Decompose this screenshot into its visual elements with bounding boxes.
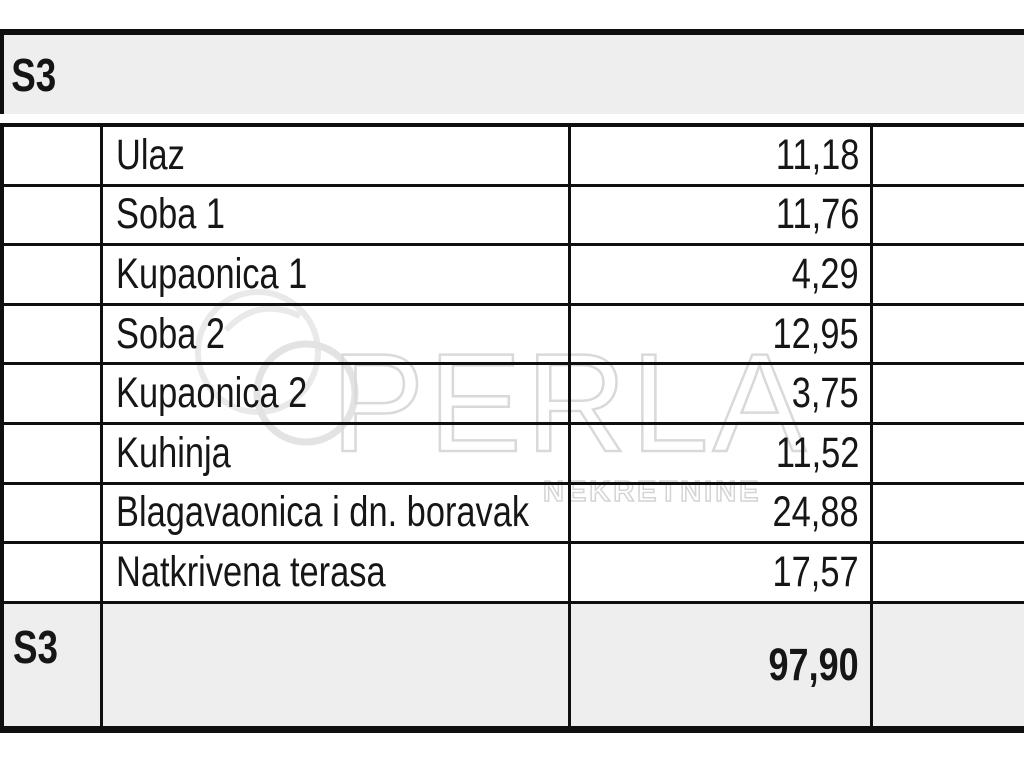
cell-area-value: 17,57 — [571, 544, 873, 601]
unit-label: S3 — [11, 48, 57, 101]
cell-room-label: Soba 1 — [103, 186, 571, 244]
cell-area-value: 11,52 — [571, 424, 873, 482]
table-row: Ulaz 11,18 — [4, 127, 1024, 187]
cell-empty-right — [873, 485, 1024, 542]
room-label: Natkrivena terasa — [116, 547, 386, 596]
unit-header-band: S3 — [0, 29, 1024, 114]
cell-empty — [4, 484, 103, 542]
cell-room-label: Blagavaonica i dn. boravak — [103, 484, 571, 542]
cell-area-value: 4,29 — [571, 246, 873, 303]
cell-empty — [4, 305, 103, 363]
cell-area-value: 24,88 — [571, 484, 873, 542]
table-row: Blagavaonica i dn. boravak 24,88 — [4, 484, 1024, 545]
cell-room-label: Ulaz — [103, 127, 571, 184]
cell-area-value: 12,95 — [571, 305, 873, 363]
cell-empty — [4, 127, 103, 184]
cell-empty-right — [873, 246, 1024, 303]
cell-total-label: S3 — [4, 603, 103, 726]
cell-area-value: 11,76 — [571, 186, 873, 244]
room-label: Kuhinja — [116, 428, 231, 477]
room-label: Kupaonica 2 — [116, 369, 308, 418]
cell-empty-right — [873, 425, 1024, 482]
cell-empty-right — [873, 306, 1024, 363]
area-value: 24,88 — [772, 488, 859, 537]
table-row: Kupaonica 2 3,75 — [4, 365, 1024, 425]
cell-room-label: Kupaonica 1 — [103, 246, 571, 303]
cell-empty — [103, 603, 571, 726]
area-table: Ulaz 11,18 Soba 1 11,76 Kupaonica 1 4,29… — [0, 123, 1024, 733]
table-row: Natkrivena terasa 17,57 — [4, 544, 1024, 604]
total-row: S3 97,90 — [4, 603, 1024, 726]
area-value: 11,52 — [775, 428, 859, 477]
watermark-subtitle-text: NEKRETNINE — [543, 476, 762, 508]
cell-empty — [4, 365, 103, 422]
cell-area-value: 11,18 — [571, 127, 873, 184]
cell-empty-right — [873, 604, 1024, 726]
table-row: Soba 1 11,76 — [4, 186, 1024, 247]
cell-empty — [4, 246, 103, 303]
area-value: 11,76 — [775, 190, 859, 239]
area-value: 3,75 — [792, 369, 859, 418]
cell-room-label: Kuhinja — [103, 424, 571, 482]
table-row: Soba 2 12,95 — [4, 305, 1024, 366]
cell-empty-right — [873, 127, 1024, 184]
cell-room-label: Soba 2 — [103, 305, 571, 363]
room-label: Ulaz — [116, 130, 185, 179]
cell-empty-right — [873, 544, 1024, 601]
table-row: Kuhinja 11,52 — [4, 424, 1024, 485]
room-label: Soba 1 — [116, 190, 226, 239]
cell-total-value: 97,90 — [571, 603, 873, 726]
cell-empty — [4, 186, 103, 244]
room-label: Kupaonica 1 — [116, 249, 308, 298]
total-area-value: 97,90 — [768, 638, 859, 690]
watermark-logo-icon — [195, 289, 359, 446]
room-label: Blagavaonica i dn. boravak — [116, 488, 530, 537]
cell-empty-right — [873, 187, 1024, 244]
area-value: 11,18 — [775, 130, 859, 179]
area-value: 17,57 — [772, 547, 859, 596]
cell-room-label: Natkrivena terasa — [103, 544, 571, 601]
table-row: Kupaonica 1 4,29 — [4, 246, 1024, 306]
cell-empty — [4, 544, 103, 601]
area-value: 12,95 — [772, 309, 859, 358]
cell-empty — [4, 424, 103, 482]
area-value: 4,29 — [792, 249, 859, 298]
cell-area-value: 3,75 — [571, 365, 873, 422]
cell-room-label: Kupaonica 2 — [103, 365, 571, 422]
cell-empty-right — [873, 365, 1024, 422]
total-unit-label: S3 — [13, 620, 59, 673]
room-label: Soba 2 — [116, 309, 226, 358]
